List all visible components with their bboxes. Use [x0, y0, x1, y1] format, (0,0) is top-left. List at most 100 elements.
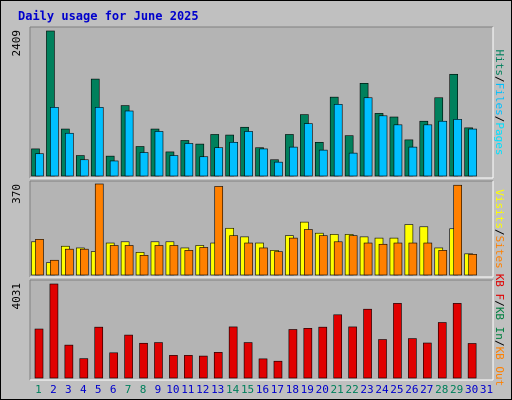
kbf-bar-3 — [64, 344, 74, 379]
sites-bar-3 — [65, 248, 74, 276]
x-tick-21: 21 — [331, 383, 344, 396]
kbf-bar-27 — [423, 342, 432, 379]
sites-bar-23 — [363, 242, 373, 276]
x-tick-5: 5 — [95, 383, 102, 396]
kbf-bar-15 — [243, 342, 253, 379]
ymax-label-hits: 2409 — [10, 30, 23, 57]
kbf-bar-21 — [333, 314, 343, 379]
files-bar-7 — [124, 110, 134, 177]
kbf-bar-4 — [79, 358, 89, 379]
legend-kb-item-0: KB F — [493, 274, 506, 301]
sites-bar-1 — [35, 239, 44, 276]
kbf-bar-17 — [273, 360, 283, 379]
files-bar-10 — [169, 155, 179, 177]
kbf-bar-19 — [303, 328, 313, 379]
sites-bar-18 — [289, 237, 298, 276]
x-tick-3: 3 — [65, 383, 72, 396]
sites-bar-16 — [259, 247, 268, 276]
legend-hits-item-3: / — [493, 116, 506, 123]
legend-hits-item-2: Files — [493, 83, 506, 116]
files-bar-13 — [214, 147, 224, 177]
x-tick-23: 23 — [360, 383, 373, 396]
x-tick-1: 1 — [35, 383, 42, 396]
files-bar-3 — [65, 132, 74, 177]
kbf-bar-20 — [318, 326, 328, 379]
files-bar-9 — [154, 131, 164, 177]
files-bar-25 — [393, 124, 403, 177]
files-bar-15 — [244, 131, 253, 177]
x-tick-19: 19 — [301, 383, 314, 396]
kbf-bar-5 — [94, 326, 104, 379]
kbf-bar-23 — [363, 308, 372, 379]
kbf-bar-22 — [348, 326, 357, 379]
sites-bar-27 — [423, 242, 433, 276]
kbf-bar-11 — [184, 355, 193, 379]
kbf-bar-9 — [154, 342, 163, 379]
sites-bar-4 — [80, 248, 89, 276]
files-bar-28 — [438, 120, 448, 177]
chart-title: Daily usage for June 2025 — [18, 9, 199, 23]
sites-bar-2 — [50, 259, 59, 276]
ymax-label-kb: 4031 — [10, 283, 23, 310]
legend-visits-item-2: Sites — [493, 236, 506, 269]
files-bar-14 — [229, 141, 238, 177]
legend-visits: Visits/Sites — [493, 189, 506, 269]
sites-bar-19 — [304, 229, 313, 276]
x-tick-20: 20 — [316, 383, 329, 396]
files-bar-30 — [468, 128, 477, 177]
kbf-bar-10 — [169, 355, 178, 379]
kbf-bar-6 — [109, 352, 118, 379]
files-bar-6 — [109, 160, 119, 177]
kbf-bar-30 — [467, 343, 477, 379]
x-axis-labels: 1 2 3 4 5 6 7 8 9 10 11 12 13 14 15 16 17 18 19 20 21 22 23 24 2… — [35, 383, 493, 396]
files-bar-23 — [363, 97, 373, 177]
files-bar-24 — [378, 115, 388, 177]
sites-bar-7 — [124, 245, 134, 276]
sites-bar-24 — [378, 243, 388, 276]
kbf-bar-24 — [378, 339, 387, 379]
kbf-bar-29 — [452, 303, 462, 379]
legend-hits-item-4: Pages — [493, 122, 506, 155]
sites-bar-17 — [274, 251, 283, 276]
files-bar-19 — [304, 123, 313, 177]
legend-kb-item-4: KB Out — [493, 347, 506, 387]
panel-kb-bars — [34, 283, 477, 379]
x-tick-16: 16 — [256, 383, 269, 396]
legend-visits-item-0: Visits — [493, 189, 506, 229]
legend-kb-item-1: / — [493, 300, 506, 307]
files-bar-11 — [184, 143, 194, 177]
x-tick-14: 14 — [226, 383, 240, 396]
sites-bar-5 — [94, 183, 104, 276]
sites-bar-8 — [139, 255, 149, 276]
kbf-bar-13 — [213, 352, 223, 379]
kbf-bar-1 — [34, 328, 44, 379]
x-tick-15: 15 — [241, 383, 254, 396]
files-bar-5 — [94, 107, 104, 177]
files-bar-29 — [453, 119, 462, 177]
panel-visits-bars — [31, 183, 477, 276]
sites-bar-28 — [438, 250, 448, 276]
x-tick-6: 6 — [110, 383, 117, 396]
x-tick-29: 29 — [450, 383, 463, 396]
x-tick-13: 13 — [211, 383, 224, 396]
sites-bar-9 — [154, 245, 164, 276]
x-tick-31: 31 — [480, 383, 493, 396]
x-tick-22: 22 — [345, 383, 358, 396]
files-bar-20 — [318, 149, 328, 177]
x-tick-4: 4 — [80, 383, 87, 396]
sites-bar-12 — [199, 247, 209, 276]
sites-bar-13 — [214, 186, 224, 276]
kbf-bar-14 — [228, 326, 238, 379]
x-tick-30: 30 — [465, 383, 478, 396]
legend-hits-item-1: / — [493, 76, 506, 83]
x-tick-8: 8 — [140, 383, 147, 396]
files-bar-12 — [199, 156, 209, 177]
legend-hits: Hits/Files/Pages — [493, 50, 506, 156]
sites-bar-10 — [169, 245, 179, 276]
kbf-bar-28 — [437, 322, 447, 379]
files-bar-8 — [139, 152, 149, 177]
x-tick-12: 12 — [196, 383, 209, 396]
files-bar-21 — [333, 104, 343, 177]
